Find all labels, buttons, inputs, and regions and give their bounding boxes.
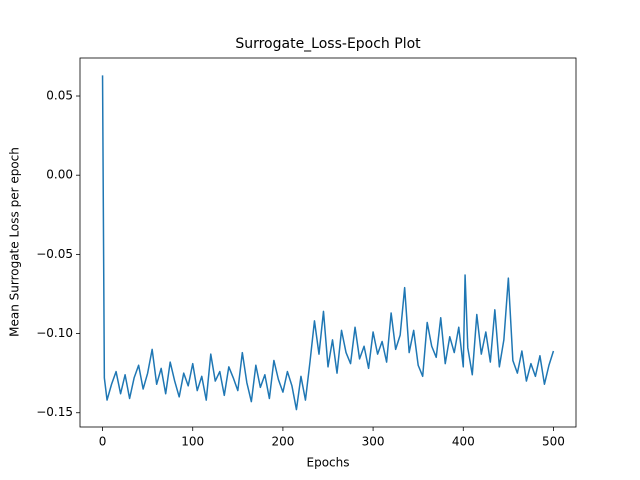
x-tick-label: 500 (542, 435, 565, 449)
x-tick-label: 0 (99, 435, 107, 449)
y-tick-label: 0.00 (46, 168, 73, 182)
y-tick-label: −0.10 (36, 326, 73, 340)
x-tick-label: 300 (362, 435, 385, 449)
y-tick-label: 0.05 (46, 89, 73, 103)
chart-title: Surrogate_Loss-Epoch Plot (235, 36, 421, 52)
x-tick-label: 400 (452, 435, 475, 449)
y-tick-label: −0.15 (36, 405, 73, 419)
x-axis-label: Epochs (307, 456, 350, 470)
x-tick-label: 200 (271, 435, 294, 449)
y-axis-label: Mean Surrogate Loss per epoch (8, 147, 22, 337)
plot-frame (79, 57, 577, 428)
data-line (101, 75, 555, 411)
x-tick-label: 100 (181, 435, 204, 449)
y-tick-label: −0.05 (36, 247, 73, 261)
